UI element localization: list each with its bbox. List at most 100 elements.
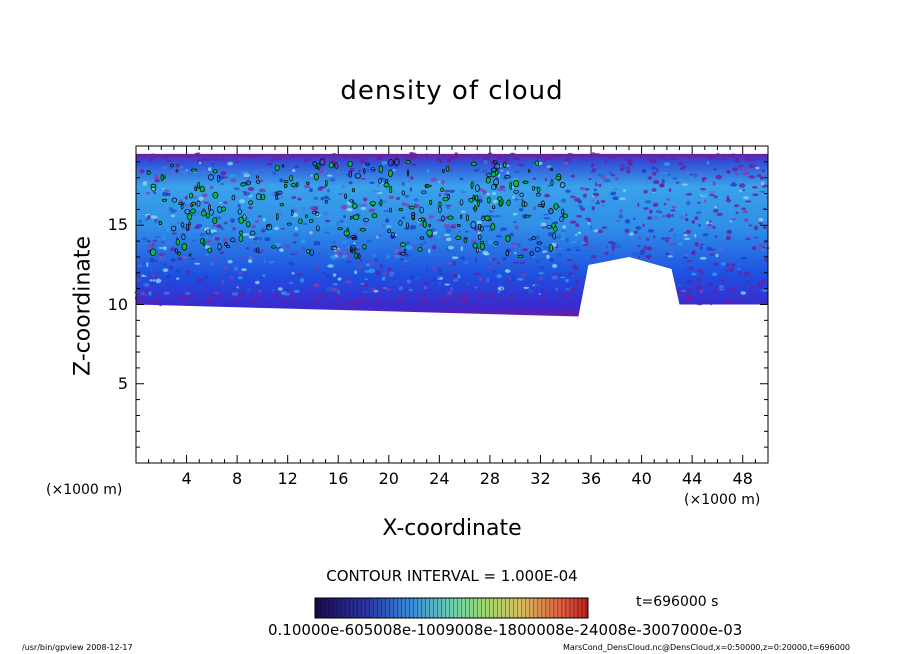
cloud-speckle [294,165,300,169]
cloud-speckle [496,274,503,279]
contour-loop [517,254,524,259]
cloud-speckle [332,153,336,157]
cloud-speckle [376,156,383,161]
cloud-speckle [436,274,441,279]
contour-loop [411,212,416,219]
cloud-speckle [637,202,640,207]
cloud-speckle [443,189,450,193]
cloud-speckle [385,218,390,223]
cloud-speckle [476,220,482,225]
contour-loop [290,183,296,187]
cloud-speckle [693,173,698,178]
cloud-speckle [701,300,706,303]
contour-loop [349,244,356,252]
cloud-speckle [421,299,426,302]
cloud-speckle [474,286,478,289]
cloud-speckle [171,173,178,178]
cloud-speckle [313,240,316,246]
cloud-speckle [438,282,442,285]
cloud-speckle [534,284,540,287]
cloud-speckle [502,158,509,164]
cloud-speckle [541,299,546,303]
cloud-speckle [238,271,243,275]
cloud-speckle [737,267,742,271]
cloud-speckle [682,256,688,260]
cloud-speckle [720,278,725,283]
cloud-speckle [371,169,376,173]
cloud-speckle [413,198,419,202]
cloud-speckle [233,266,239,272]
contour-loop [351,188,355,193]
contour-loop [161,198,168,202]
cloud-speckle [582,243,589,246]
cloud-speckle [329,178,336,182]
cloud-speckle [758,217,764,222]
cloud-speckle [262,218,266,222]
cloud-speckle [525,160,533,165]
cloud-speckle [764,241,767,245]
cloud-speckle [466,281,470,285]
cloud-speckle [686,280,692,283]
cloud-speckle [739,194,743,197]
cloud-speckle [725,299,731,304]
cloud-speckle [640,249,646,253]
cloud-speckle [161,188,165,190]
cloud-speckle [365,263,371,267]
contour-loop [314,166,319,169]
cloud-speckle [337,302,343,306]
cloud-speckle [604,176,611,179]
cloud-speckle [583,235,588,240]
cloud-speckle [227,161,233,166]
cloud-speckle [574,266,579,270]
cloud-speckle [476,302,482,306]
cloud-speckle [570,195,576,199]
cloud-speckle [669,243,677,246]
cloud-speckle [489,258,493,261]
cloud-speckle [491,270,498,273]
contour-loop [494,163,501,170]
cloud-speckle [144,282,150,287]
cloud-speckle [747,279,751,282]
contour-loop [212,191,219,199]
cloud-speckle [210,261,214,266]
cloud-speckle [525,236,528,240]
cloud-speckle [326,188,330,193]
cloud-speckle [240,202,244,207]
cloud-speckle [610,253,614,257]
cloud-speckle [610,174,616,177]
cloud-speckle [423,153,430,157]
cloud-speckle [378,206,385,210]
cloud-speckle [141,275,147,278]
cloud-speckle [735,157,739,163]
cloud-speckle [543,159,546,162]
cloud-speckle [700,243,704,246]
cloud-speckle [301,239,306,244]
contour-loop [369,200,376,206]
cloud-speckle [323,195,329,200]
contour-loop [559,216,564,223]
cloud-speckle [500,238,506,242]
cloud-speckle [567,294,572,298]
cloud-speckle [512,262,520,264]
cloud-speckle [261,168,266,171]
cloud-speckle [653,179,660,185]
contour-loop [388,169,393,178]
cloud-speckle [292,241,297,244]
cloud-speckle [254,220,260,223]
cloud-speckle [204,227,210,231]
cloud-speckle [624,228,630,233]
cloud-speckle [371,253,377,257]
cloud-speckle [237,292,244,298]
cloud-speckle [309,206,316,211]
cloud-speckle [406,253,409,258]
contour-loop [419,206,424,214]
time-label: t=696000 s [636,594,719,610]
cloud-speckle [611,246,615,251]
contour-loop [425,184,432,188]
x-tick-label: 44 [681,469,703,488]
contour-loop [255,179,261,184]
cloud-speckle [726,170,731,174]
contour-loop [240,182,247,187]
cloud-speckle [210,294,215,298]
contour-loop [555,175,561,181]
